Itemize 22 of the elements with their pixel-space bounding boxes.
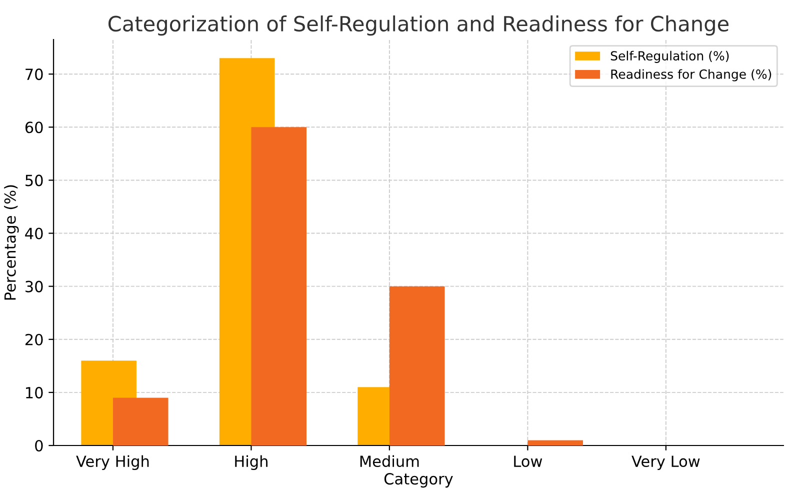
- y-tick-label: 10: [26, 386, 43, 398]
- chart-title: Categorization of Self-Regulation and Readiness for Change: [108, 15, 729, 36]
- legend-label: Self-Regulation (%): [610, 50, 729, 63]
- x-tick-label: High: [235, 455, 268, 470]
- x-tick-label: Medium: [360, 455, 419, 468]
- x-tick-label: Very Low: [632, 456, 700, 470]
- bar: [251, 127, 307, 446]
- y-tick-label: 50: [26, 174, 43, 186]
- legend-label: Readiness for Change (%): [611, 69, 772, 82]
- x-tick-label: Very High: [76, 455, 149, 470]
- y-axis-title: Percentage (%): [4, 185, 19, 300]
- y-tick-label: 70: [26, 68, 43, 80]
- bar: [528, 440, 583, 446]
- bar: [389, 286, 445, 446]
- x-tick-label: Low: [514, 456, 542, 468]
- x-axis-title: Category: [384, 473, 453, 488]
- y-tick-label: 40: [25, 228, 43, 240]
- y-tick-label: 30: [26, 280, 43, 292]
- y-tick-label: 20: [25, 334, 43, 346]
- y-tick-label: 0: [35, 440, 43, 452]
- bar: [112, 398, 168, 446]
- y-tick-label: 60: [25, 122, 43, 134]
